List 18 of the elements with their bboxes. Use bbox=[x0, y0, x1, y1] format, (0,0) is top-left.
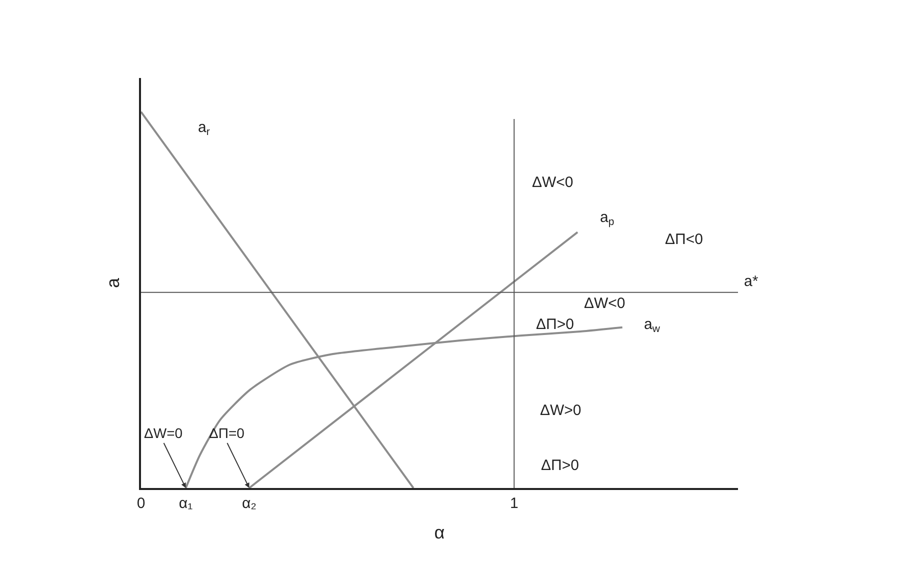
series-label: a$_{p}$ bbox=[600, 209, 614, 228]
annotation: ΔΠ>0 bbox=[541, 457, 579, 474]
x-tick-label: α₁ bbox=[178, 494, 193, 512]
x-axis-title: α bbox=[434, 522, 445, 542]
annotation: ΔW<0 bbox=[532, 174, 574, 191]
y-axis-title: a bbox=[102, 277, 123, 288]
annotation: ΔΠ=0 bbox=[209, 425, 245, 441]
annotation: ΔΠ<0 bbox=[665, 231, 703, 248]
annotation: ΔW<0 bbox=[584, 295, 626, 312]
annotation: ΔΠ>0 bbox=[536, 316, 574, 333]
annotation: ΔW>0 bbox=[540, 402, 582, 419]
text: a$_{r}$ bbox=[198, 119, 210, 138]
x-tick-label: 0 bbox=[136, 494, 146, 512]
x-tick-label: 1 bbox=[510, 494, 518, 512]
x-tick-label: α₂ bbox=[242, 494, 257, 512]
series-label: a$_{w}$ bbox=[644, 316, 660, 336]
annotation: ΔW=0 bbox=[144, 425, 183, 441]
ref-line-label: a* bbox=[744, 273, 758, 290]
